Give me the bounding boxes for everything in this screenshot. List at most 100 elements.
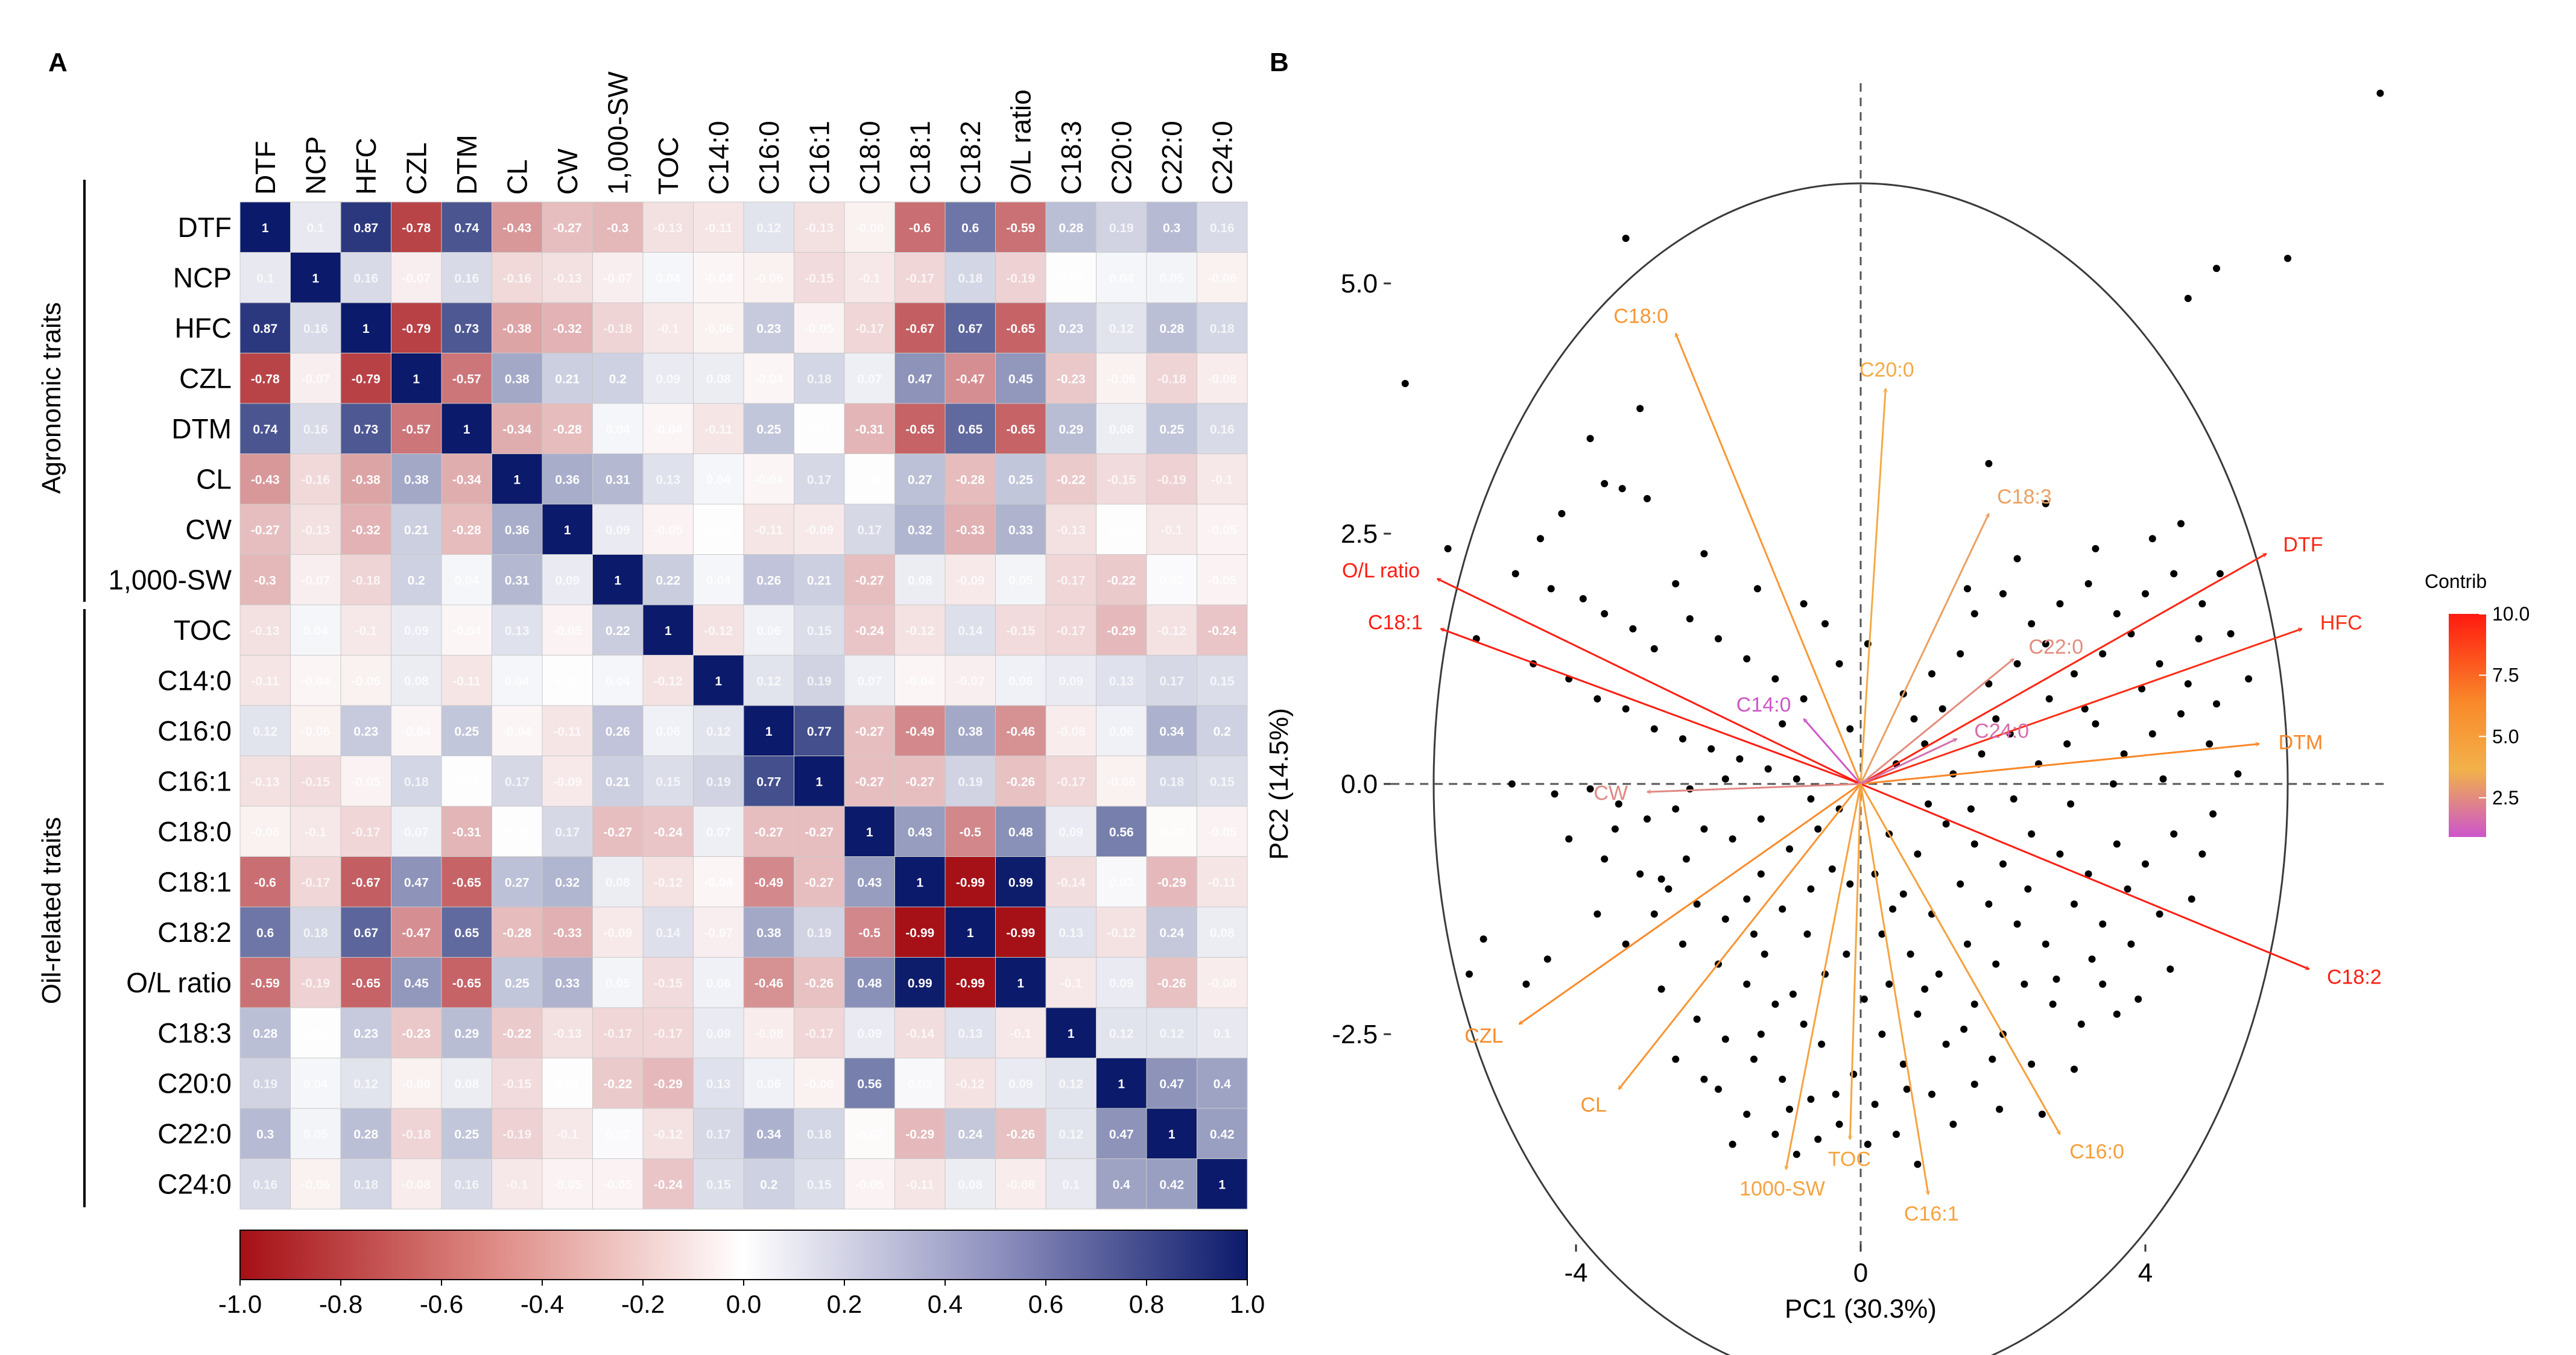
cell-value: 0.21 [606,775,630,789]
cell-value: -0.13 [805,221,834,235]
sample-point [2156,910,2163,918]
heatmap-cell [642,806,694,857]
heatmap-cell [492,504,543,555]
cell-value: 0.04 [606,423,630,437]
cell-value: -0.24 [1207,624,1236,638]
sample-point [1878,930,1886,938]
heatmap-cell [844,1158,895,1210]
cell-value: -0.23 [402,1027,431,1041]
heatmap-cell [995,1158,1046,1210]
sample-point [1970,1081,1978,1088]
correlation-heatmap: DTF DTF NCP NCP HFC HFC CZL CZL DTM DTM CL CL CW CW 1,… [108,71,1248,1210]
cell-value: 0.19 [958,775,983,789]
cell-value: 0.16 [1210,221,1235,235]
sample-point [2206,740,2214,748]
cell-value: 0.38 [958,725,983,739]
cell-value: 0.43 [908,826,932,839]
contrib-tick-label: 10.0 [2492,603,2530,625]
cell-value: -0.23 [1057,372,1086,386]
sample-point [1957,880,1964,888]
cell-value: 0.08 [908,573,932,587]
cell-value: 0.25 [454,1128,479,1142]
cell-value: -0.18 [1157,372,1186,386]
heatmap-cell [542,1007,593,1058]
cell-value: -0.24 [654,1178,683,1192]
cell-value: 0.12 [1059,1077,1083,1091]
sample-point [2198,600,2206,608]
cell-value: -0.13 [301,523,330,537]
heatmap-cell [239,856,291,908]
loading-arrow [1859,783,2061,1134]
heatmap-cell [1146,252,1197,303]
heatmap-cell [441,201,492,253]
sample-point [1650,910,1658,918]
cell-value: -0.24 [855,624,884,638]
sample-point [2042,640,2049,648]
sample-point [1601,480,1609,487]
cell-value: 0.03 [908,1077,932,1091]
loading-arrow [1786,783,1862,1169]
heatmap-cell [945,1007,996,1058]
cell-value: -0.19 [1157,473,1186,487]
loading-label: 1000-SW [1739,1178,1825,1201]
heatmap-cell [642,856,694,908]
cell-value: 0.42 [1210,1128,1235,1142]
sample-point [1693,1015,1701,1023]
heatmap-cell [1197,1007,1248,1058]
cell-value: 0.09 [1109,976,1134,990]
sample-point [2099,981,2107,988]
cell-value: -0.05 [805,322,834,336]
cell-value: -0.31 [452,826,481,839]
cell-value: 0.24 [958,1128,983,1142]
cell-value: 0.67 [958,322,983,336]
sample-point [1622,705,1630,713]
heatmap-cell [391,1058,442,1109]
heatmap-cell [542,403,593,454]
heatmap-cell [693,756,744,807]
cell-value: 0.27 [505,876,530,889]
cell-value: 0.19 [1109,221,1134,235]
cell-value: -0.3 [255,573,276,587]
heatmap-cell [340,1007,391,1058]
sample-point [2045,695,2053,703]
cell-value: 0.09 [404,624,429,638]
cell-value: -0.14 [905,1027,934,1041]
sample-point [1586,435,1594,443]
heatmap-cell [995,453,1046,505]
heatmap-cell [894,655,946,706]
cell-value: 0.15 [1210,775,1235,789]
heatmap-cell [592,705,644,756]
cell-value: 0.04 [1109,271,1134,285]
heatmap-cell [894,705,946,756]
column-label: O/L ratio [1005,89,1036,195]
heatmap-cell [1146,906,1197,958]
cell-value: 0.1 [307,221,325,235]
sample-point [1707,745,1715,753]
heatmap-cell [995,705,1046,756]
heatmap-cell [894,906,946,958]
sample-point [1878,1031,1886,1038]
cell-value: 1 [463,423,470,437]
sample-point [1942,820,1950,828]
heatmap-cell [844,705,895,756]
loading-label: O/L ratio [1342,560,1420,583]
heatmap-cell [844,655,895,706]
cell-value: 0.28 [1159,322,1184,336]
heatmap-cell [492,353,543,404]
heatmap-cell [794,856,845,908]
cell-value: 0.24 [1159,926,1184,940]
sample-point [2138,685,2146,693]
heatmap-cell [995,252,1046,303]
row-label: CW [185,514,232,545]
cell-value: 0.01 [857,473,882,487]
cell-value: 1 [967,926,974,940]
heatmap-cell [693,1108,744,1159]
heatmap-cell [1096,957,1147,1008]
cell-value: 0.25 [1008,473,1033,487]
heatmap-cell [642,1108,694,1159]
sample-point [1985,900,1993,908]
cell-value: -0.1 [657,322,680,336]
sample-point [1750,930,1758,938]
heatmap-cell [844,1007,895,1058]
heatmap-cell [492,554,543,605]
